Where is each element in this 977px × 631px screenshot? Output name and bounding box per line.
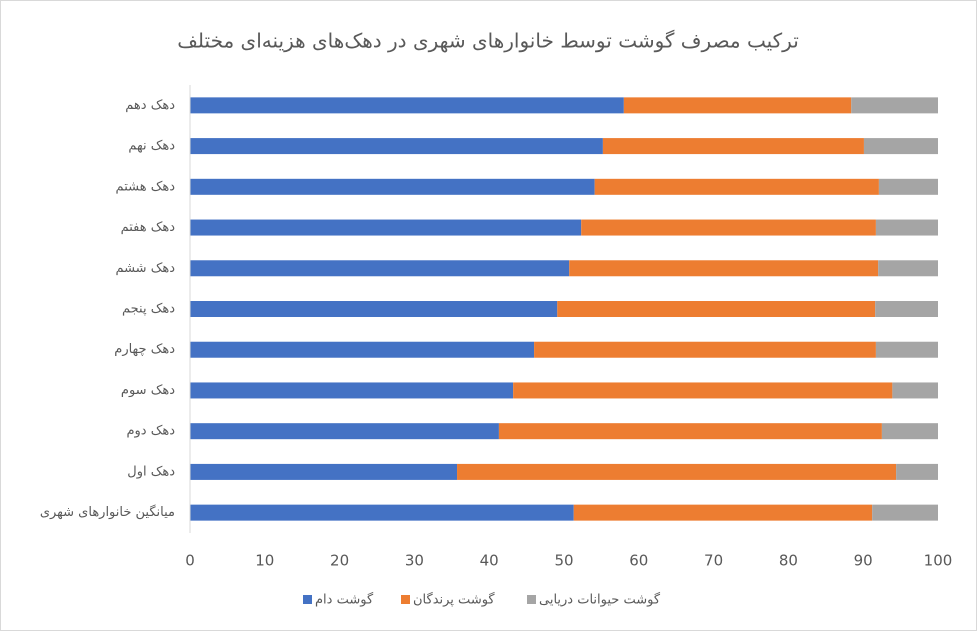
x-tick-label: 50 xyxy=(554,552,573,570)
x-tick-label: 100 xyxy=(924,552,953,570)
bar-segment xyxy=(623,97,852,114)
bar-segment xyxy=(569,260,879,277)
bar-segment xyxy=(863,138,938,155)
y-tick-label: دهک دوم xyxy=(126,424,175,439)
y-tick-label: دهک هفتم xyxy=(121,220,176,235)
bar-segment xyxy=(534,341,876,358)
y-tick-label: دهک چهارم xyxy=(114,342,175,357)
bar-segment xyxy=(457,463,897,480)
bar-segment xyxy=(513,382,893,399)
bar-segment xyxy=(602,138,864,155)
bar-segment xyxy=(190,178,595,195)
y-tick-label: دهک ششم xyxy=(115,261,175,276)
legend-label: گوشت حیوانات دریایی xyxy=(539,592,661,608)
bar-segment xyxy=(581,219,876,236)
bar-segment xyxy=(190,423,499,440)
bar-segment xyxy=(190,341,535,358)
bar-segment xyxy=(594,178,879,195)
bar-segment xyxy=(872,504,938,521)
x-tick-label: 0 xyxy=(185,552,195,570)
bar-segment xyxy=(190,138,603,155)
bar-segment xyxy=(190,219,582,236)
y-tick-label: دهک سوم xyxy=(121,383,175,398)
legend-swatch xyxy=(527,595,536,604)
bar-segment xyxy=(875,301,938,317)
legend-label: گوشت دام xyxy=(315,592,374,608)
x-tick-label: 30 xyxy=(405,552,424,570)
y-tick-label: میانگین خانوارهای شهری xyxy=(40,504,175,520)
bar-segment xyxy=(190,463,458,480)
x-tick-label: 20 xyxy=(330,552,349,570)
y-tick-label: دهک نهم xyxy=(128,139,175,154)
bar-segment xyxy=(190,504,574,521)
bar-segment xyxy=(878,260,938,277)
bar-segment xyxy=(190,97,624,114)
x-tick-label: 70 xyxy=(704,552,723,570)
bar-segment xyxy=(573,504,873,521)
bar-segment xyxy=(498,423,882,440)
bar-segment xyxy=(881,423,938,440)
x-tick-label: 80 xyxy=(779,552,798,570)
bar-segment xyxy=(190,301,558,317)
bar-segment xyxy=(878,178,938,195)
x-tick-label: 60 xyxy=(629,552,648,570)
y-tick-label: دهک دهم xyxy=(125,98,175,113)
chart-title: ترکیب مصرف گوشت توسط خانوارهای شهری در د… xyxy=(177,29,799,53)
bar-segment xyxy=(896,463,938,480)
bar-segment xyxy=(875,341,938,358)
y-tick-label: دهک پنجم xyxy=(122,302,175,317)
bar-segment xyxy=(851,97,938,114)
legend-swatch xyxy=(401,595,410,604)
bar-segment xyxy=(190,260,570,277)
y-tick-label: دهک هشتم xyxy=(116,179,176,194)
x-tick-label: 40 xyxy=(480,552,499,570)
bar-segment xyxy=(892,382,938,399)
bar-segment xyxy=(557,301,876,317)
bar-segment xyxy=(190,382,514,399)
x-tick-label: 10 xyxy=(255,552,274,570)
y-tick-label: دهک اول xyxy=(127,464,175,479)
legend-label: گوشت پرندگان xyxy=(413,592,495,608)
x-tick-label: 90 xyxy=(854,552,873,570)
legend-swatch xyxy=(303,595,312,604)
bar-segment xyxy=(875,219,938,236)
